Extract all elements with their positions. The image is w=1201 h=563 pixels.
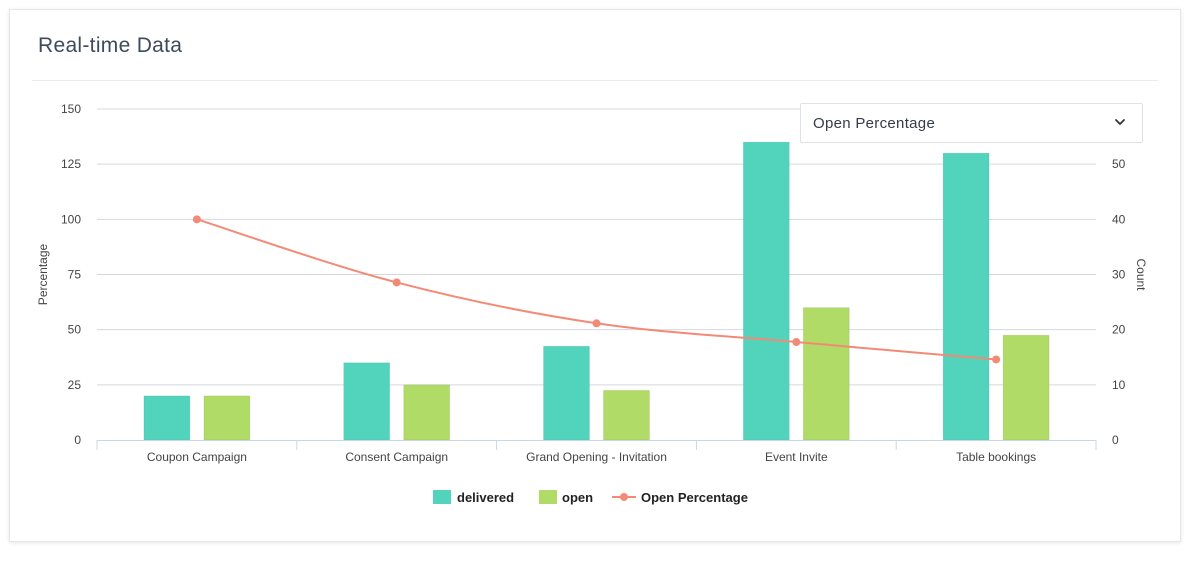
open-bar	[603, 389, 650, 441]
legend-label-open: open	[562, 490, 593, 505]
open-bar	[802, 307, 850, 441]
series-select-value: Open Percentage	[813, 115, 936, 132]
delivered-bar	[543, 345, 590, 441]
open-percentage-point	[792, 338, 801, 347]
y-left-tick-label: 25	[68, 378, 82, 392]
delivered-bar	[143, 395, 191, 441]
open-percentage-point	[192, 215, 201, 224]
card-title: Real-time Data	[38, 34, 183, 57]
y-right-axis-title: Count	[1134, 258, 1148, 291]
x-category-label: Grand Opening - Invitation	[526, 450, 667, 464]
open-bar	[1002, 334, 1050, 441]
y-right-tick-label: 50	[1112, 157, 1126, 171]
legend-swatch-delivered	[433, 490, 451, 504]
legend-label-open-percentage: Open Percentage	[641, 490, 748, 505]
x-category-label: Table bookings	[956, 450, 1036, 464]
delivered-bar	[742, 141, 790, 441]
delivered-bar	[343, 362, 391, 441]
legend-label-delivered: delivered	[457, 490, 514, 505]
open-bar	[203, 395, 251, 441]
x-category-label: Coupon Campaign	[147, 450, 247, 464]
y-right-tick-label: 10	[1112, 378, 1126, 392]
y-left-tick-label: 125	[61, 157, 81, 171]
x-category-label: Consent Campaign	[345, 450, 448, 464]
y-right-tick-label: 40	[1112, 212, 1126, 226]
chart-legend: delivered open Open Percentage	[433, 490, 748, 505]
y-left-tick-label: 50	[68, 323, 82, 337]
y-left-tick-label: 150	[61, 102, 81, 116]
open-bar	[403, 384, 451, 441]
delivered-bar	[942, 152, 990, 441]
y-right-tick-label: 0	[1112, 433, 1119, 447]
open-percentage-point	[592, 319, 601, 328]
legend-marker-open-percentage	[620, 493, 628, 501]
open-percentage-line	[196, 218, 997, 361]
y-right-tick-label: 30	[1112, 268, 1126, 282]
x-category-label: Event Invite	[765, 450, 828, 464]
y-left-tick-label: 0	[74, 433, 81, 447]
y-left-tick-label: 100	[61, 212, 81, 226]
chevron-down-icon	[1115, 119, 1125, 125]
legend-swatch-open	[539, 490, 557, 504]
open-percentage-point	[392, 278, 401, 287]
open-percentage-point	[992, 355, 1001, 364]
y-left-tick-label: 75	[68, 268, 82, 282]
series-select-dropdown[interactable]: Open Percentage	[800, 103, 1143, 143]
y-left-axis-title: Percentage	[36, 243, 50, 305]
y-right-tick-label: 20	[1112, 323, 1126, 337]
title-divider	[32, 80, 1158, 81]
